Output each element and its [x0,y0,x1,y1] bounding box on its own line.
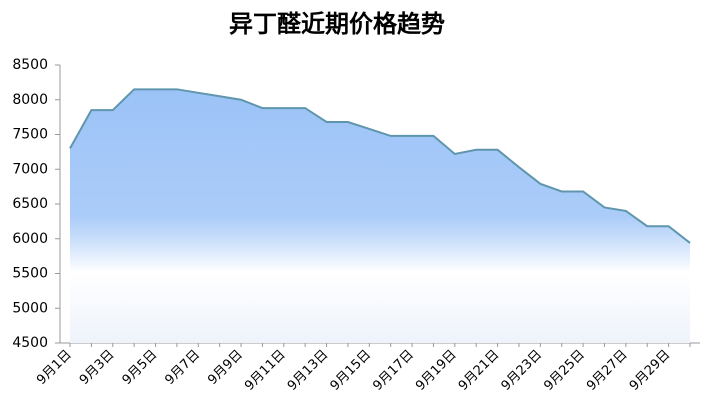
x-tick-label: 9月19日 [413,347,460,394]
x-tick-label: 9月17日 [370,347,417,394]
x-tick-label: 9月27日 [584,347,631,394]
x-tick-label: 9月9日 [205,347,246,388]
y-tick-label: 6500 [12,196,48,212]
x-tick-label: 9月21日 [456,347,503,394]
x-tick-label: 9月3日 [77,347,118,388]
x-tick-label: 9月5日 [120,347,161,388]
x-tick-label: 9月25日 [541,347,588,394]
y-tick-label: 5500 [12,266,48,282]
x-tick-label: 9月23日 [499,347,546,394]
chart-title: 异丁醛近期价格趋势 [229,10,445,38]
y-tick-label: 4500 [12,335,48,351]
area-fill [70,89,690,343]
y-tick-label: 7500 [12,127,48,143]
x-tick-label: 9月1日 [34,347,75,388]
x-tick-label: 9月7日 [162,347,203,388]
x-tick-label: 9月15日 [328,347,375,394]
y-tick-label: 7000 [12,161,48,177]
x-tick-label: 9月11日 [242,347,289,394]
y-tick-label: 5000 [12,300,48,316]
area-line [69,88,691,244]
y-tick-label: 8500 [12,57,48,73]
x-tick-label: 9月13日 [285,347,332,394]
y-tick-label: 6000 [12,231,48,247]
y-tick-label: 8000 [12,92,48,108]
x-tick-label: 9月29日 [627,347,674,394]
